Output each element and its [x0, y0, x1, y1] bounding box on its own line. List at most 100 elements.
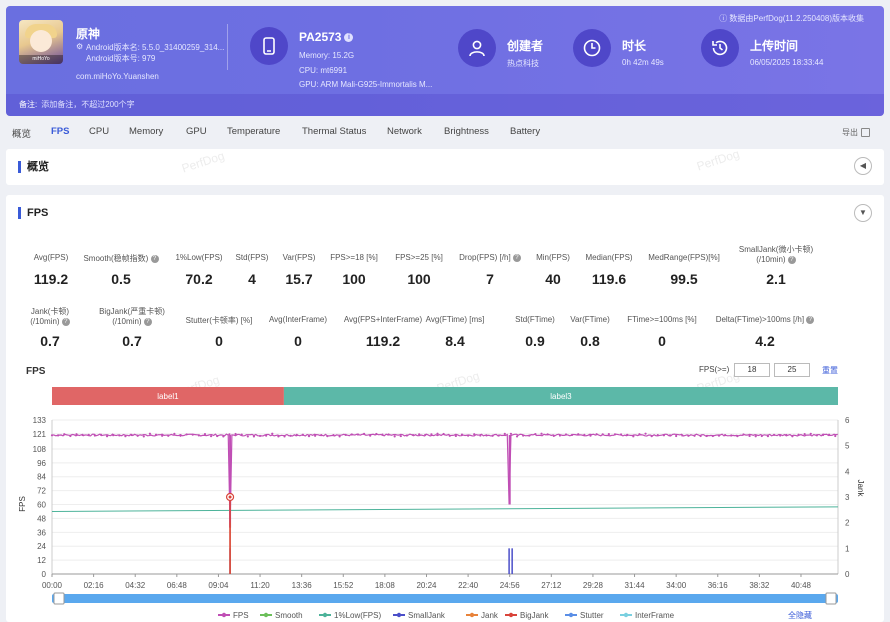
metric-label: Avg(InterFrame) [268, 315, 328, 324]
note-label: 备注: [19, 100, 38, 109]
metric-value: 119.2 [33, 271, 69, 287]
help-icon[interactable]: ? [512, 253, 521, 262]
fps-threshold-label: FPS(>=) [699, 365, 730, 374]
app-icon: miHoYo [19, 20, 63, 64]
metric-label: Drop(FPS) [/h] ? [430, 253, 550, 262]
help-icon[interactable]: ? [61, 317, 70, 326]
note-input[interactable]: 添加备注，不超过200个字 [41, 100, 135, 109]
metric-value: 119.6 [591, 271, 627, 287]
device-cpu: CPU: mt6991 [299, 66, 348, 75]
metric-label: Avg(FTime) [ms] [425, 315, 485, 324]
fps-section-title: FPS [18, 207, 48, 219]
metric-label: Jank(卡顿) (/10min) ? [30, 307, 70, 326]
metric-label: Stutter(卡顿率) [%] [185, 316, 253, 325]
creator-value: 热点科技 [507, 59, 539, 68]
tab-memory[interactable]: Memory [129, 126, 164, 137]
history-icon [701, 29, 739, 67]
app-icon-caption: miHoYo [19, 55, 63, 64]
metric-label: Std(FPS) [235, 253, 269, 262]
clock-icon [573, 29, 611, 67]
overview-panel: 概览 PerfDog PerfDog ◀ [6, 146, 884, 185]
tab-network[interactable]: Network [387, 126, 422, 137]
report-header: miHoYo 原神 ⚙ Android版本名: 5.5.0_31400259_3… [6, 6, 884, 116]
tab-bar: 概览 FPS CPU Memory GPU Temperature Therma… [0, 122, 890, 142]
device-name: PA2573 i [299, 30, 354, 44]
metric-label: MedRange(FPS)[%] [648, 253, 720, 262]
expand-toggle[interactable]: ▼ [854, 204, 872, 222]
metric-label: Smooth(稳帧指数) ? [61, 253, 181, 264]
divider [227, 24, 228, 70]
duration-label: 时长 [622, 39, 647, 53]
android-icon: ⚙ [76, 42, 84, 51]
metric-label: 1%Low(FPS) [175, 253, 223, 262]
tab-brightness[interactable]: Brightness [444, 126, 489, 137]
android-version-code: Android版本号: 979 [86, 54, 156, 63]
metric-value: 0.9 [525, 333, 545, 349]
reset-button[interactable]: 重置 [822, 366, 838, 375]
metric-label: Avg(FPS+InterFrame) [343, 315, 423, 324]
note-bar[interactable]: 备注: 添加备注，不超过200个字 [6, 94, 884, 116]
metric-value: 0 [294, 333, 302, 349]
metric-value: 0 [215, 333, 223, 349]
watermark: PerfDog [434, 368, 482, 396]
tab-overview[interactable]: 概览 [12, 129, 32, 140]
metric-label: FTime>=100ms [%] [627, 315, 697, 324]
metric-label: Delta(FTime)>100ms [/h] ? [705, 315, 825, 324]
watermark: PerfDog [174, 372, 222, 400]
metric-label: BigJank(严重卡顿) (/10min) ? [99, 307, 165, 326]
tab-battery[interactable]: Battery [510, 126, 541, 137]
overview-title: 概览 [18, 161, 49, 173]
metric-value: 100 [407, 271, 431, 287]
collapse-toggle[interactable]: ◀ [854, 157, 872, 175]
help-icon[interactable]: ? [787, 255, 796, 264]
metric-label: Avg(FPS) [33, 253, 69, 262]
metric-value: 15.7 [285, 271, 313, 287]
metric-label: FPS>=25 [%] [395, 253, 443, 262]
watermark: PerfDog [694, 146, 742, 174]
metric-value: 40 [545, 271, 561, 287]
user-icon [458, 29, 496, 67]
metric-value: 8.4 [445, 333, 465, 349]
metric-value: 0.5 [111, 271, 131, 287]
tab-gpu[interactable]: GPU [186, 126, 207, 137]
metric-value: 2.1 [766, 271, 786, 287]
metric-value: 0 [658, 333, 666, 349]
creator-label: 创建者 [507, 39, 544, 53]
metric-value: 70.2 [185, 271, 213, 287]
watermark: PerfDog [179, 148, 227, 176]
device-gpu: GPU: ARM Mali-G925-Immortalis M... [299, 80, 433, 89]
metric-label: SmallJank(微小卡顿) (/10min) ? [738, 245, 814, 264]
header-summary: miHoYo 原神 ⚙ Android版本名: 5.5.0_31400259_3… [6, 6, 884, 92]
data-source: ⓘ 数据由PerfDog(11.2.250408)版本收集 [719, 14, 864, 23]
metric-value: 0.7 [40, 333, 60, 349]
package-name: com.miHoYo.Yuanshen [76, 72, 159, 81]
phone-icon [250, 27, 288, 65]
upload-time-label: 上传时间 [750, 39, 799, 53]
metric-value: 0.7 [122, 333, 142, 349]
metric-label: Min(FPS) [536, 253, 570, 262]
metric-label: Var(FTime) [570, 315, 610, 324]
metric-label: Std(FTime) [515, 315, 555, 324]
export-button[interactable]: 导出 [842, 127, 870, 138]
help-icon[interactable]: ? [806, 315, 815, 324]
metric-value: 0.8 [580, 333, 600, 349]
metric-label: Median(FPS) [585, 253, 633, 262]
app-name: 原神 [76, 27, 101, 41]
metric-value: 4.2 [755, 333, 775, 349]
info-icon[interactable]: i [344, 33, 354, 43]
metric-value: 100 [342, 271, 366, 287]
tab-temperature[interactable]: Temperature [227, 126, 281, 137]
fps-threshold-input-1[interactable]: 18 [734, 363, 770, 377]
help-icon[interactable]: ? [143, 317, 152, 326]
tab-fps[interactable]: FPS [51, 126, 70, 137]
duration-value: 0h 42m 49s [622, 58, 664, 67]
tab-cpu[interactable]: CPU [89, 126, 110, 137]
fps-threshold-input-2[interactable]: 25 [774, 363, 810, 377]
metric-value: 99.5 [670, 271, 698, 287]
metric-value: 4 [248, 271, 256, 287]
help-icon[interactable]: ? [150, 254, 159, 263]
metric-value: 7 [486, 271, 494, 287]
device-memory: Memory: 15.2G [299, 51, 355, 60]
tab-thermal-status[interactable]: Thermal Status [302, 126, 367, 137]
chart-title: FPS [26, 366, 46, 377]
